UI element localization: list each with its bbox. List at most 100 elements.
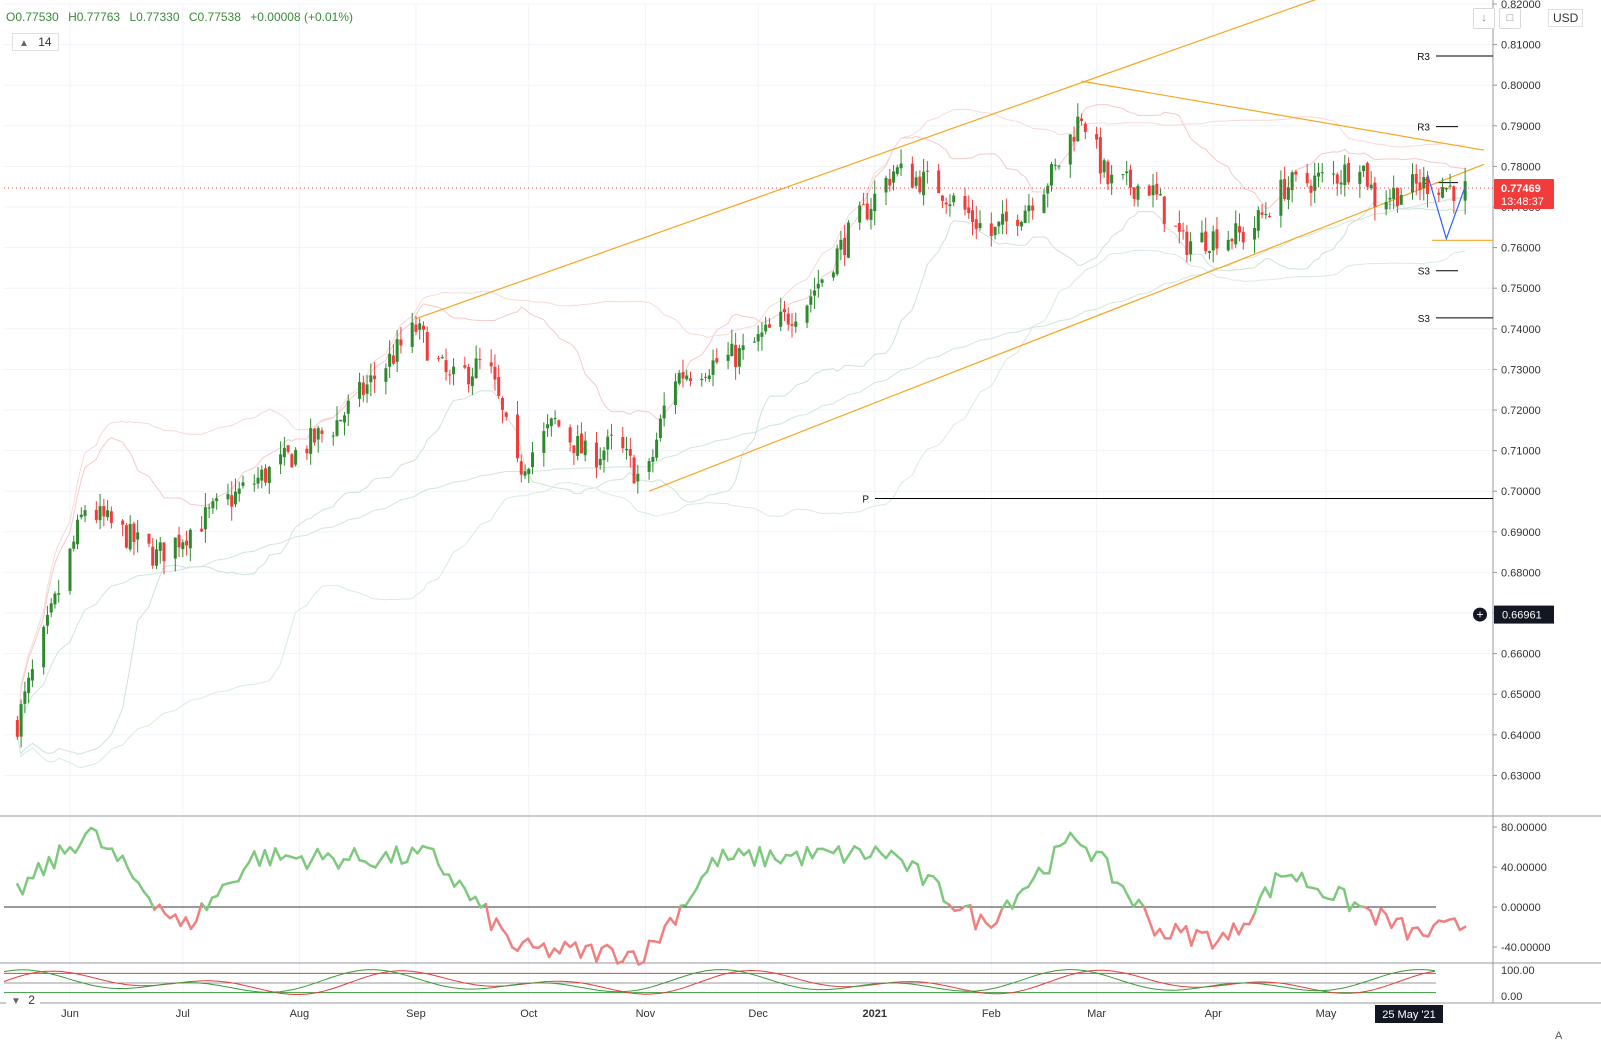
candle-body [554,418,557,419]
candle-body [531,452,534,467]
momentum-segment [770,851,775,860]
candle-body [452,367,455,375]
candle-body [437,358,440,359]
momentum-segment [449,875,454,887]
candle-body [520,461,523,474]
momentum-segment [760,847,765,866]
candle-body [204,507,207,529]
momentum-segment [691,889,696,897]
momentum-segment [849,846,854,854]
candle-body [159,542,162,551]
candle-body [1204,232,1207,252]
momentum-segment [244,862,249,869]
momentum-segment [391,847,396,863]
momentum-segment [754,847,759,865]
candle-body [576,436,579,456]
candle-body [241,482,244,486]
candle-body [211,501,214,508]
candle-body [347,401,350,414]
candle-body [1031,206,1034,211]
candle-body [1445,188,1448,190]
momentum-segment [38,863,43,875]
candle-body [1073,137,1076,142]
candle-body [260,470,263,481]
candle-body [305,449,308,454]
candle-body [1080,119,1083,121]
momentum-segment [923,875,928,884]
ohlc-legend: O0.77530 H0.77763 L0.77330 C0.77538 +0.0… [6,10,359,24]
ohlc-open: O0.77530 [6,10,59,24]
momentum-segment [839,846,844,862]
candle-body [926,171,929,172]
fullscreen-button[interactable]: □ [1499,8,1521,29]
candle-body [1306,173,1309,183]
momentum-tick-label: 0.00000 [1501,902,1541,914]
momentum-segment [1128,896,1133,906]
candle-body [1208,251,1211,253]
candle-body [1001,214,1004,225]
auto-scale-button[interactable]: A [1555,1030,1562,1042]
momentum-segment [196,903,201,921]
momentum-segment [338,859,343,868]
candle-body [1054,165,1057,166]
candle-body [524,471,527,475]
momentum-segment [23,878,28,894]
currency-label[interactable]: USD [1548,9,1583,27]
candle-body [681,372,684,378]
candle-body [332,436,335,437]
candle-body [546,424,549,428]
candle-body [129,524,132,549]
candle-body [57,593,60,595]
candle-body [53,593,56,604]
momentum-segment [33,863,38,878]
candle-body [1294,172,1297,175]
candle-body [633,457,636,483]
scroll-down-button[interactable]: ↓ [1473,8,1495,29]
momentum-segment [1239,924,1244,935]
momentum-segment [939,882,944,901]
time-tick-label: Oct [520,1008,537,1020]
candle-body [125,525,128,547]
candle-body [873,194,876,211]
candle-body [888,179,891,186]
candle-body [1332,174,1335,175]
candle-body [836,248,839,274]
time-tick-label: Jun [61,1008,79,1020]
momentum-segment [844,855,849,863]
chevron-down-icon: ▼ [11,996,21,1007]
candle-body [467,367,470,384]
candle-body [339,420,342,422]
candle-body [952,195,955,202]
candle-body [783,309,786,312]
candle-body [490,362,493,366]
candle-body [27,678,30,693]
candle-body [610,435,613,436]
indicator-period-toggle[interactable]: ▲ 14 [12,33,59,51]
candle-body [569,427,572,442]
candle-body [794,321,797,326]
stoch-period-toggle[interactable]: ▼ 2 [6,993,40,1007]
momentum-segment [1249,914,1254,925]
momentum-segment [1255,898,1260,914]
momentum-segment [407,848,412,862]
momentum-segment [1123,886,1128,896]
candle-body [1159,194,1162,195]
candle-body [505,413,508,417]
candle-body [1317,173,1320,177]
momentum-segment [802,847,807,865]
stochastic-pane: 100.000.00 [4,965,1535,1003]
candle-body [155,549,158,565]
candle-body [1340,183,1343,185]
candle-body [599,459,602,465]
momentum-segment [217,885,222,896]
candle-body [1099,137,1102,173]
candlesticks [16,103,1467,747]
candle-body [441,357,444,358]
price-tick-label: 0.76000 [1501,243,1541,255]
candle-body [791,324,794,326]
candle-body [753,342,756,343]
grid-lines [4,4,1493,1003]
momentum-segment [507,935,512,947]
